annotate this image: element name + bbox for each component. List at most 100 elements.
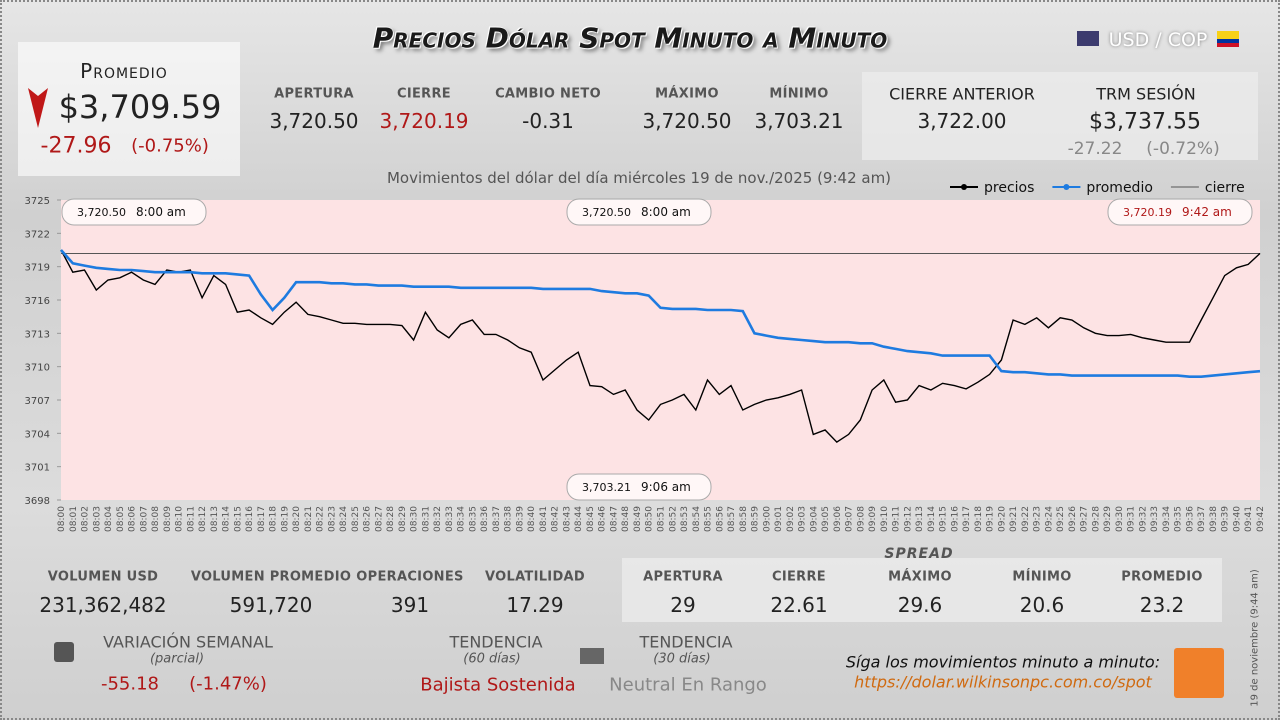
y-tick-label: 3713 xyxy=(25,329,50,340)
stat-value: 3,720.50 xyxy=(269,109,359,133)
y-tick-label: 3698 xyxy=(25,496,50,507)
promedio-change: -27.96 xyxy=(40,133,112,159)
y-tick-label: 3716 xyxy=(25,296,50,307)
timestamp: 19 de noviembre (9:44 am) xyxy=(1249,569,1261,707)
x-tick-label: 09:31 xyxy=(1127,506,1137,532)
promedio-panel xyxy=(18,42,240,176)
x-tick-label: 09:22 xyxy=(1021,506,1031,532)
legend-dot xyxy=(961,184,967,190)
x-tick-label: 08:12 xyxy=(198,506,208,532)
x-tick-label: 08:32 xyxy=(433,506,443,532)
stat-label: CIERRE xyxy=(397,86,451,102)
trm-change: -27.22 xyxy=(1067,139,1123,159)
x-tick-label: 08:40 xyxy=(527,506,537,532)
stat-value: 3,720.50 xyxy=(642,109,732,133)
x-tick-label: 09:17 xyxy=(962,506,972,532)
x-tick-label: 09:12 xyxy=(903,506,913,532)
legend-dot xyxy=(1063,184,1070,190)
x-tick-label: 09:01 xyxy=(774,506,784,532)
legend-label: promedio xyxy=(1086,180,1153,196)
series-line xyxy=(60,249,1261,378)
annotation-time: 8:00 am xyxy=(136,205,186,219)
y-tick-label: 3719 xyxy=(25,263,50,274)
x-tick-label: 09:13 xyxy=(915,506,925,532)
x-tick-label: 08:50 xyxy=(645,506,655,532)
x-tick-label: 09:20 xyxy=(997,506,1007,532)
bottom-stat-value: 391 xyxy=(390,593,430,617)
spread-label: CIERRE xyxy=(772,569,826,585)
x-tick-label: 09:06 xyxy=(833,506,843,532)
x-tick-label: 08:10 xyxy=(175,506,185,532)
x-tick-label: 09:08 xyxy=(856,506,866,532)
x-tick-label: 08:37 xyxy=(492,506,502,532)
x-tick-label: 09:26 xyxy=(1068,506,1078,532)
annotation-box xyxy=(1107,198,1253,226)
x-tick-label: 08:06 xyxy=(128,506,138,532)
x-tick-label: 09:00 xyxy=(762,506,772,532)
annotation-value: 3,720.50 xyxy=(582,206,631,219)
x-tick-label: 08:33 xyxy=(445,506,455,532)
trend-icon xyxy=(580,648,604,664)
x-tick-label: 08:17 xyxy=(257,506,267,532)
trm-value: $3,737.55 xyxy=(1089,109,1201,135)
x-tick-label: 09:09 xyxy=(868,506,878,532)
spread-value: 20.6 xyxy=(1019,593,1065,617)
bottom-stat-label: VOLATILIDAD xyxy=(485,569,585,585)
bottom-stat-label: OPERACIONES xyxy=(356,569,464,585)
annotation-value: 3,720.50 xyxy=(77,206,126,219)
spread-value: 22.61 xyxy=(770,593,828,617)
x-tick-label: 08:08 xyxy=(151,506,161,532)
x-tick-label: 08:57 xyxy=(727,506,737,532)
x-tick-label: 09:19 xyxy=(986,506,996,532)
x-tick-label: 08:51 xyxy=(657,506,667,532)
x-tick-label: 08:16 xyxy=(245,506,255,532)
cierre-anterior-label: CIERRE ANTERIOR xyxy=(889,84,1035,104)
x-tick-label: 08:23 xyxy=(327,506,337,532)
legend-label: precios xyxy=(984,180,1034,196)
chart-title: Movimientos del dólar del día miércoles … xyxy=(386,169,892,187)
x-tick-label: 08:07 xyxy=(139,506,149,532)
x-tick-label: 09:23 xyxy=(1033,506,1043,532)
x-tick-label: 08:02 xyxy=(81,506,91,532)
x-tick-label: 08:19 xyxy=(280,506,290,532)
legend-label: cierre xyxy=(1205,180,1245,196)
x-tick-label: 08:52 xyxy=(668,506,678,532)
spread-label: APERTURA xyxy=(643,569,723,585)
spread-label: MÁXIMO xyxy=(888,569,952,585)
x-tick-label: 08:18 xyxy=(269,506,279,532)
x-tick-label: 08:43 xyxy=(562,506,572,532)
x-tick-label: 09:25 xyxy=(1056,506,1066,532)
x-tick-label: 08:26 xyxy=(363,506,373,532)
x-tick-label: 09:41 xyxy=(1244,506,1254,532)
x-tick-label: 08:11 xyxy=(186,506,196,532)
trend-note: (30 días) xyxy=(653,651,711,667)
x-tick-label: 09:10 xyxy=(880,506,890,532)
stat-label: APERTURA xyxy=(274,86,354,102)
flag-co-blue xyxy=(1217,39,1239,43)
annotation-value: 3,703.21 xyxy=(582,481,631,494)
x-tick-label: 09:30 xyxy=(1115,506,1125,532)
x-tick-label: 08:39 xyxy=(515,506,525,532)
stat-label: CAMBIO NETO xyxy=(495,86,601,102)
weekly-change-pct: (-1.47%) xyxy=(189,673,267,695)
x-tick-label: 09:29 xyxy=(1103,506,1113,532)
logo xyxy=(1174,648,1224,698)
stat-value: 3,703.21 xyxy=(754,109,844,133)
promedio-value: $3,709.59 xyxy=(58,88,222,126)
x-tick-label: 09:02 xyxy=(786,506,796,532)
annotation-time: 8:00 am xyxy=(641,205,691,219)
x-tick-label: 09:36 xyxy=(1185,506,1195,532)
x-tick-label: 09:16 xyxy=(950,506,960,532)
x-tick-label: 08:55 xyxy=(704,506,714,532)
x-tick-label: 08:46 xyxy=(598,506,608,532)
x-tick-label: 09:42 xyxy=(1256,506,1266,532)
x-tick-label: 09:05 xyxy=(821,506,831,532)
annotation-box xyxy=(566,473,712,501)
flag-co-red xyxy=(1217,43,1239,47)
y-tick-label: 3701 xyxy=(25,463,50,474)
down-arrow xyxy=(28,88,48,128)
x-tick-label: 08:28 xyxy=(386,506,396,532)
x-tick-label: 09:24 xyxy=(1044,506,1054,532)
promedio-change-pct: (-0.75%) xyxy=(131,135,209,157)
